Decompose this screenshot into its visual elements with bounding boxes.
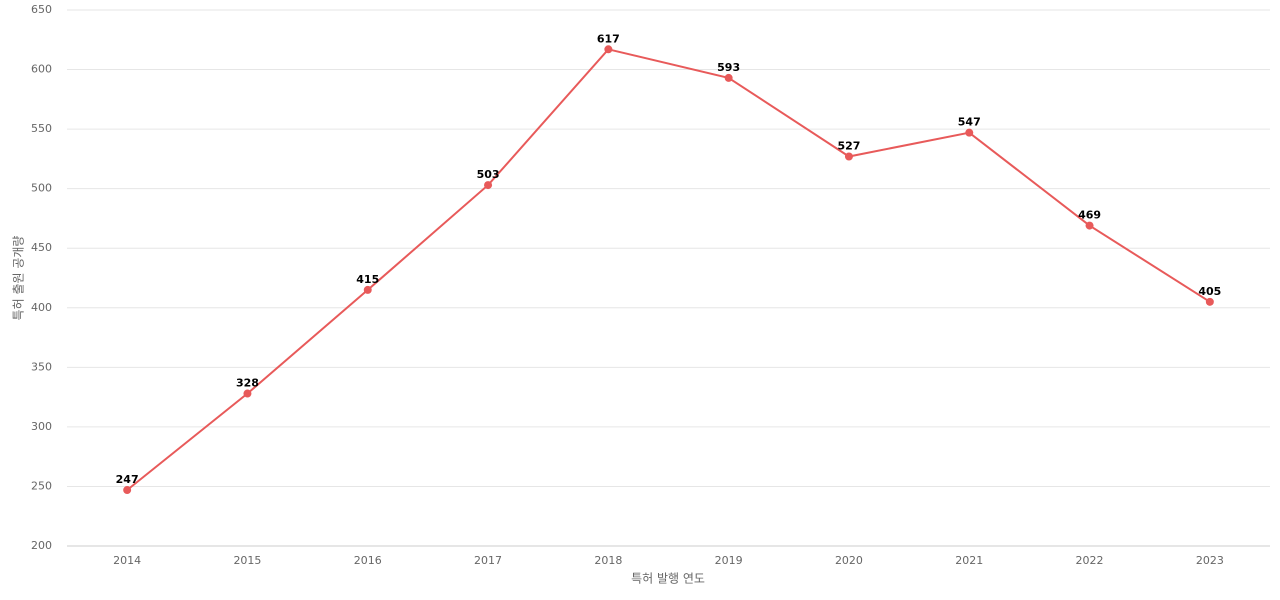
point (604, 45, 613, 54)
y-tick-label: 350 (31, 360, 52, 373)
point (363, 285, 372, 294)
y-tick-label: 250 (31, 479, 52, 492)
y-tick-label: 200 (31, 539, 52, 552)
y-tick-label: 600 (31, 63, 52, 76)
data-label: 469 (1078, 209, 1101, 222)
point (123, 486, 132, 495)
x-tick-label: 2019 (715, 554, 743, 567)
data-label: 503 (477, 168, 500, 181)
data-label: 547 (958, 116, 981, 129)
point (243, 389, 252, 398)
y-tick-label: 550 (31, 122, 52, 135)
point (1085, 221, 1094, 230)
x-tick-label: 2018 (594, 554, 622, 567)
data-label: 405 (1198, 285, 1221, 298)
x-tick-label: 2014 (113, 554, 141, 567)
x-tick-label: 2015 (233, 554, 261, 567)
y-tick-label: 300 (31, 420, 52, 433)
x-tick-label: 2016 (354, 554, 382, 567)
data-label: 415 (356, 273, 379, 286)
y-tick-label: 450 (31, 241, 52, 254)
data-label: 247 (116, 473, 139, 486)
x-tick-label: 2021 (955, 554, 983, 567)
y-axis-title: 특허 출원 공개량 (12, 236, 26, 321)
y-tick-label: 500 (31, 182, 52, 195)
data-label: 527 (837, 140, 860, 153)
data-label: 593 (717, 61, 740, 74)
data-label: 328 (236, 377, 259, 390)
point (724, 73, 733, 82)
point (965, 128, 974, 137)
x-tick-label: 2023 (1196, 554, 1224, 567)
y-tick-label: 650 (31, 3, 52, 16)
x-tick-label: 2020 (835, 554, 863, 567)
point (1205, 297, 1214, 306)
line (126, 48, 1211, 491)
data-label: 617 (597, 32, 620, 45)
point (484, 181, 493, 190)
point (844, 152, 853, 161)
x-axis-title: 특허 발행 연도 (631, 571, 705, 586)
x-tick-label: 2022 (1076, 554, 1104, 567)
x-tick-label: 2017 (474, 554, 502, 567)
y-tick-label: 400 (31, 301, 52, 314)
